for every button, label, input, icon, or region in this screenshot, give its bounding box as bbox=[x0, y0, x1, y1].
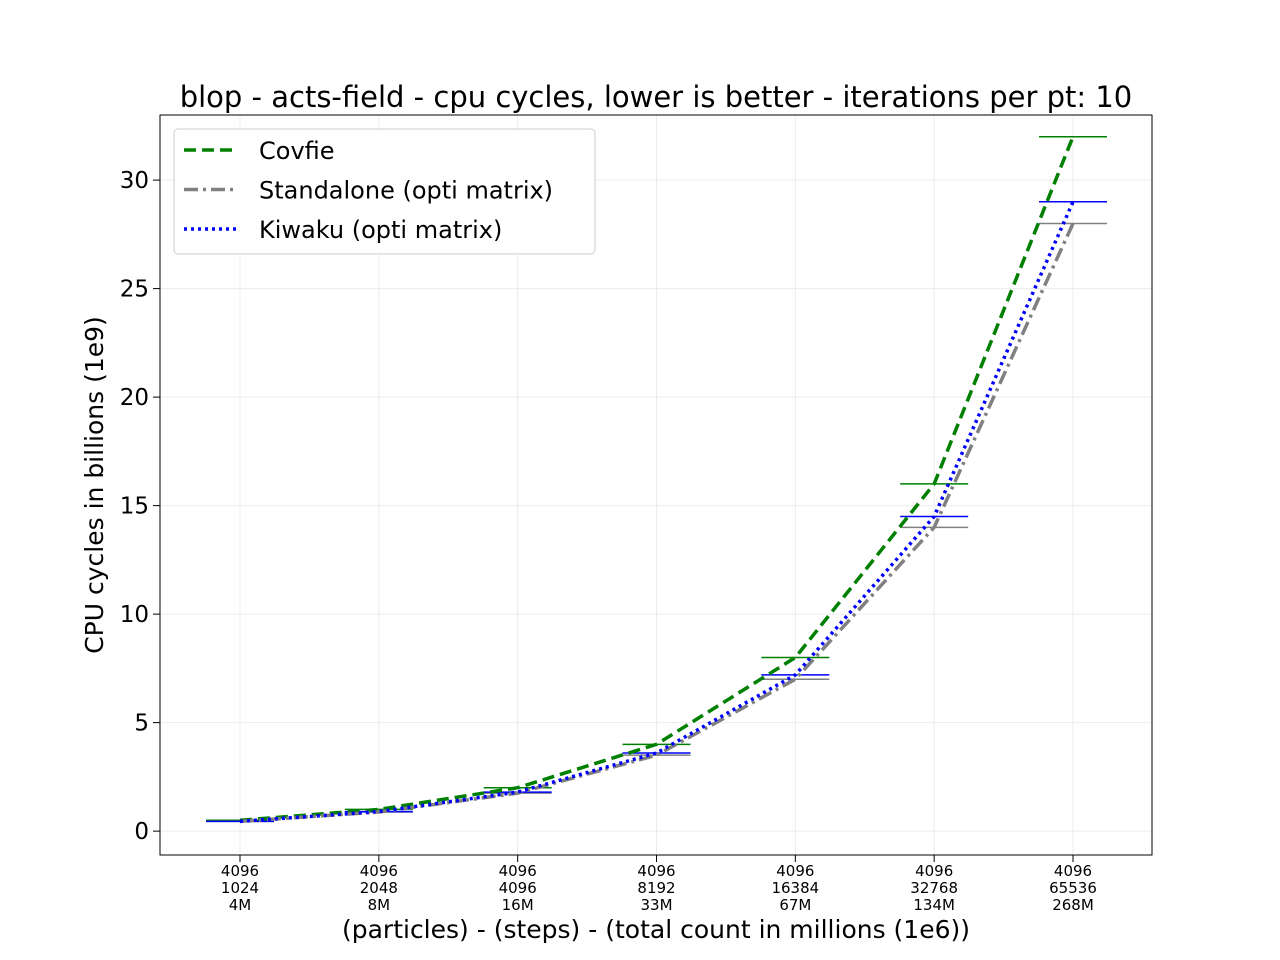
x-axis-ticks: 409610244M409620488M4096409616M409681923… bbox=[221, 855, 1097, 914]
x-tick-label: 268M bbox=[1052, 896, 1094, 914]
y-tick-label: 0 bbox=[134, 819, 149, 845]
x-tick-label: 4096 bbox=[637, 862, 675, 880]
x-tick-label: 16M bbox=[502, 896, 534, 914]
x-tick-label: 4096 bbox=[221, 862, 259, 880]
y-tick-label: 15 bbox=[120, 494, 149, 520]
x-tick-label: 2048 bbox=[360, 879, 398, 897]
y-tick-label: 5 bbox=[134, 711, 149, 737]
chart-title: blop - acts-field - cpu cycles, lower is… bbox=[180, 80, 1133, 114]
legend-label: Kiwaku (opti matrix) bbox=[259, 216, 502, 244]
y-tick-label: 25 bbox=[120, 277, 149, 303]
y-tick-label: 10 bbox=[120, 602, 149, 628]
series-line bbox=[239, 201, 1075, 824]
x-tick-label: 67M bbox=[779, 896, 811, 914]
legend-label: Covfie bbox=[259, 137, 335, 165]
x-axis-label: (particles) - (steps) - (total count in … bbox=[342, 915, 970, 944]
x-tick-label: 4M bbox=[229, 896, 252, 914]
x-tick-label: 16384 bbox=[771, 879, 819, 897]
x-tick-label: 134M bbox=[913, 896, 955, 914]
y-tick-label: 20 bbox=[120, 385, 149, 411]
y-axis-ticks: 0 5 10 15 20 25 30 bbox=[120, 168, 160, 845]
series-line bbox=[239, 136, 1075, 823]
x-tick-label: 4096 bbox=[1054, 862, 1092, 880]
x-tick-label: 4096 bbox=[499, 879, 537, 897]
series-line bbox=[239, 222, 1075, 824]
x-tick-label: 32768 bbox=[910, 879, 958, 897]
x-tick-label: 4096 bbox=[360, 862, 398, 880]
series-lines bbox=[239, 136, 1075, 824]
x-tick-label: 8M bbox=[368, 896, 391, 914]
legend: Covfie Standalone (opti matrix) Kiwaku (op… bbox=[173, 128, 596, 255]
legend-box bbox=[173, 128, 596, 255]
x-tick-label: 8192 bbox=[637, 879, 675, 897]
x-tick-label: 33M bbox=[640, 896, 672, 914]
x-tick-label: 65536 bbox=[1049, 879, 1097, 897]
x-tick-label: 4096 bbox=[776, 862, 814, 880]
y-tick-label: 30 bbox=[120, 168, 149, 194]
y-axis-label: CPU cycles in billions (1e9) bbox=[80, 316, 109, 654]
x-tick-label: 1024 bbox=[221, 879, 259, 897]
x-tick-label: 4096 bbox=[499, 862, 537, 880]
x-tick-label: 4096 bbox=[915, 862, 953, 880]
legend-label: Standalone (opti matrix) bbox=[259, 177, 553, 205]
